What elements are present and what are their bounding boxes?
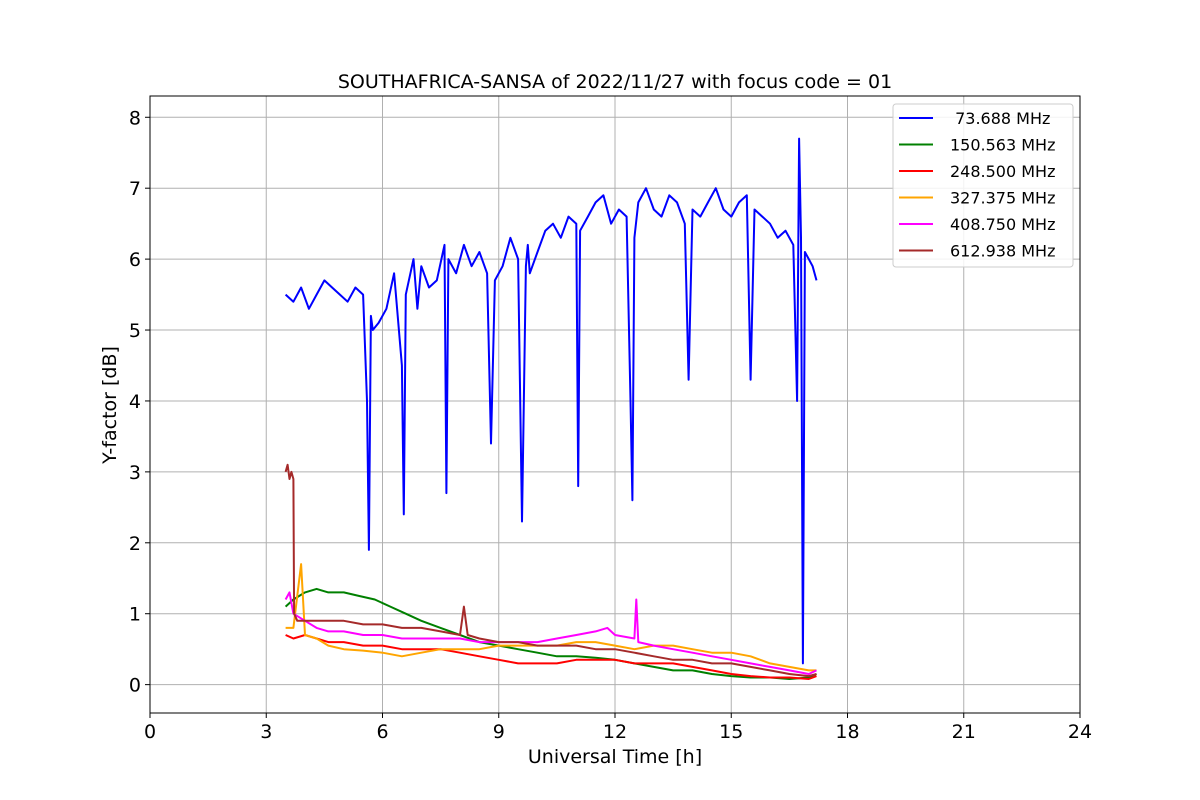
x-tick-label: 15 (719, 721, 743, 743)
legend-label: 150.563 MHz (950, 136, 1055, 155)
y-axis: 0 1 2 3 4 5 6 7 8 (129, 107, 150, 697)
y-tick-label: 3 (129, 462, 141, 484)
y-tick-label: 5 (129, 320, 141, 342)
x-tick-label: 12 (603, 721, 627, 743)
legend-label: 327.375 MHz (950, 189, 1055, 208)
x-axis-label: Universal Time [h] (528, 746, 702, 768)
x-tick-label: 6 (376, 721, 388, 743)
legend-label: 612.938 MHz (950, 242, 1055, 261)
x-tick-label: 24 (1068, 721, 1092, 743)
y-tick-label: 0 (129, 675, 141, 697)
grid (149, 96, 1081, 713)
x-tick-label: 18 (835, 721, 859, 743)
y-tick-label: 7 (129, 178, 141, 200)
y-axis-label: Y-factor [dB] (99, 346, 121, 465)
chart-title: SOUTHAFRICA-SANSA of 2022/11/27 with foc… (338, 71, 892, 93)
series-line-5 (284, 591, 817, 675)
legend-label: 408.750 MHz (950, 215, 1055, 234)
y-tick-label: 4 (129, 391, 141, 413)
x-tick-label: 3 (260, 721, 272, 743)
y-tick-label: 2 (129, 533, 141, 555)
y-tick-label: 8 (129, 107, 141, 129)
series-line-6 (284, 463, 817, 678)
y-tick-label: 1 (129, 604, 141, 626)
legend: 73.688 MHz 150.563 MHz 248.500 MHz 327.375 … (892, 103, 1074, 268)
x-tick-label: 21 (952, 721, 976, 743)
legend-box (892, 103, 1074, 268)
legend-label: 248.500 MHz (950, 162, 1055, 181)
x-tick-label: 9 (493, 721, 505, 743)
series-line-3 (285, 634, 817, 680)
series-line-2 (284, 587, 817, 680)
x-tick-label: 0 (144, 721, 156, 743)
series-line-1 (284, 137, 818, 665)
series-layer (284, 137, 818, 680)
x-axis: 0 3 6 9 12 15 18 21 24 (144, 713, 1092, 743)
legend-label: 73.688 MHz (950, 109, 1050, 128)
y-tick-label: 6 (129, 249, 141, 271)
series-line-4 (285, 563, 817, 672)
